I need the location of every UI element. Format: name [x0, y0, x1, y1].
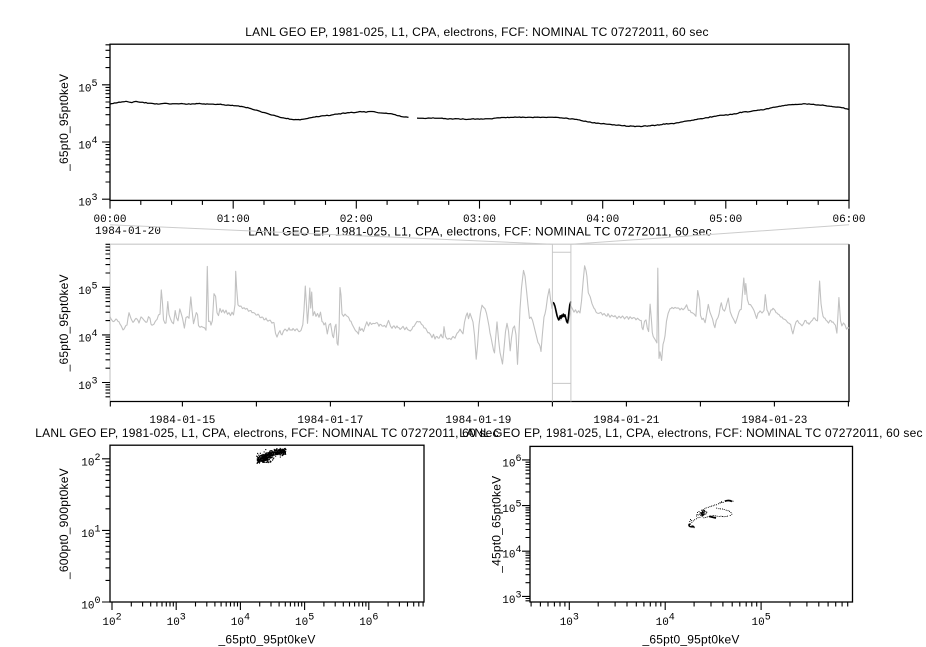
- svg-text:1984-01-21: 1984-01-21: [593, 415, 659, 427]
- svg-text:_65pt0_95pt0keV: _65pt0_95pt0keV: [57, 274, 71, 372]
- svg-text:3: 3: [515, 590, 521, 601]
- svg-text:_45pt0_65pt0keV: _45pt0_65pt0keV: [490, 476, 504, 574]
- svg-text:LANL GEO EP, 1981-025, L1, CPA: LANL GEO EP, 1981-025, L1, CPA, electron…: [248, 225, 711, 239]
- svg-text:2: 2: [94, 453, 100, 464]
- svg-text:1984-01-15: 1984-01-15: [149, 415, 215, 427]
- svg-text:5: 5: [765, 613, 771, 624]
- svg-text:1: 1: [94, 524, 100, 535]
- svg-text:10: 10: [102, 617, 115, 629]
- svg-text:1984-01-19: 1984-01-19: [445, 415, 511, 427]
- svg-text:1984-01-20: 1984-01-20: [95, 226, 161, 238]
- svg-text:6: 6: [372, 613, 378, 624]
- svg-text:4: 4: [515, 545, 521, 556]
- svg-text:01:00: 01:00: [217, 214, 250, 226]
- svg-text:LANL GEO EP, 1981-025, L1, CPA: LANL GEO EP, 1981-025, L1, CPA, electron…: [459, 426, 922, 440]
- svg-text:3: 3: [91, 193, 97, 204]
- svg-text:02:00: 02:00: [340, 214, 373, 226]
- svg-text:4: 4: [91, 329, 97, 340]
- svg-text:5: 5: [91, 79, 97, 90]
- svg-text:4: 4: [91, 136, 97, 147]
- svg-text:10: 10: [502, 504, 515, 516]
- svg-text:00:00: 00:00: [93, 214, 126, 226]
- svg-text:10: 10: [81, 529, 94, 541]
- svg-text:4: 4: [669, 613, 675, 624]
- svg-text:10: 10: [231, 617, 244, 629]
- svg-text:_65pt0_95pt0keV: _65pt0_95pt0keV: [57, 74, 71, 172]
- svg-text:10: 10: [502, 595, 515, 607]
- svg-text:10: 10: [751, 617, 764, 629]
- svg-text:03:00: 03:00: [463, 214, 496, 226]
- svg-text:5: 5: [308, 613, 314, 624]
- svg-text:10: 10: [78, 381, 91, 393]
- svg-text:10: 10: [81, 457, 94, 469]
- svg-text:3: 3: [573, 613, 579, 624]
- svg-text:_600pt0_900pt0keV: _600pt0_900pt0keV: [57, 468, 71, 580]
- svg-text:10: 10: [78, 286, 91, 298]
- svg-text:0: 0: [94, 596, 100, 607]
- svg-text:06:00: 06:00: [832, 214, 865, 226]
- svg-text:10: 10: [78, 141, 91, 153]
- svg-text:2: 2: [116, 613, 122, 624]
- svg-text:10: 10: [502, 458, 515, 470]
- svg-text:3: 3: [180, 613, 186, 624]
- svg-text:6: 6: [515, 454, 521, 465]
- svg-text:1984-01-23: 1984-01-23: [741, 415, 807, 427]
- svg-text:5: 5: [515, 500, 521, 511]
- svg-text:10: 10: [502, 550, 515, 562]
- svg-text:1984-01-17: 1984-01-17: [297, 415, 363, 427]
- svg-text:10: 10: [167, 617, 180, 629]
- svg-text:05:00: 05:00: [709, 214, 742, 226]
- svg-text:3: 3: [91, 377, 97, 388]
- svg-text:LANL GEO EP, 1981-025, L1, CPA: LANL GEO EP, 1981-025, L1, CPA, electron…: [35, 426, 498, 440]
- svg-text:10: 10: [656, 617, 669, 629]
- svg-text:10: 10: [78, 333, 91, 345]
- svg-text:10: 10: [81, 601, 94, 613]
- svg-text:LANL GEO EP, 1981-025, L1, CPA: LANL GEO EP, 1981-025, L1, CPA, electron…: [245, 25, 708, 39]
- svg-text:10: 10: [560, 617, 573, 629]
- svg-text:_65pt0_95pt0keV: _65pt0_95pt0keV: [641, 633, 739, 647]
- svg-text:10: 10: [359, 617, 372, 629]
- svg-text:10: 10: [78, 198, 91, 210]
- svg-text:5: 5: [91, 281, 97, 292]
- svg-text:10: 10: [78, 83, 91, 95]
- svg-text:_65pt0_95pt0keV: _65pt0_95pt0keV: [217, 633, 315, 647]
- svg-text:10: 10: [295, 617, 308, 629]
- svg-text:4: 4: [244, 613, 250, 624]
- svg-text:04:00: 04:00: [586, 214, 619, 226]
